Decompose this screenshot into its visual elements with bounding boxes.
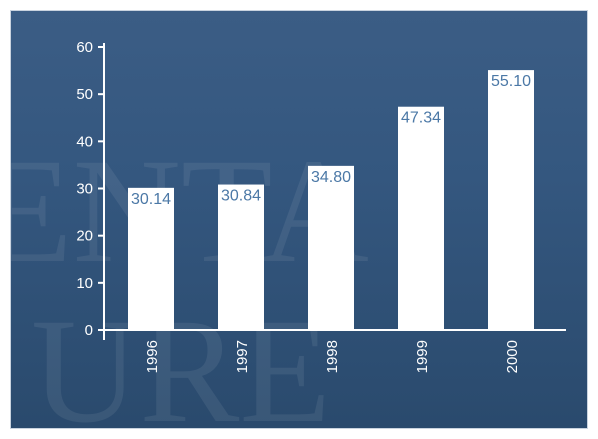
svg-text:URE: URE — [31, 288, 331, 429]
bar-1999 — [398, 106, 444, 330]
x-tick-label-1997: 1997 — [234, 340, 251, 373]
y-tick-label: 60 — [76, 39, 93, 56]
y-tick-label: 10 — [76, 275, 93, 292]
chart-frame: ENTA URE 0 10 20 30 40 50 60 30.14 30.84 34.80 47… — [10, 10, 588, 429]
bar-1998 — [308, 165, 354, 330]
y-tick-label: 50 — [76, 86, 93, 103]
y-tick-label: 40 — [76, 133, 93, 150]
bars: 30.14 30.84 34.80 47.34 55.10 — [128, 70, 534, 330]
data-label-2000: 55.10 — [491, 73, 531, 90]
x-axis-ticks: 1996 1997 1998 1999 2000 — [144, 340, 521, 373]
y-tick-label: 30 — [76, 181, 93, 198]
x-tick-label-1998: 1998 — [324, 340, 341, 373]
data-label-1999: 47.34 — [401, 110, 441, 127]
bar-2000 — [488, 70, 534, 330]
y-axis-ticks: 0 10 20 30 40 50 60 — [76, 39, 104, 339]
bar-1996 — [128, 187, 174, 330]
data-label-1997: 30.84 — [221, 188, 261, 205]
y-tick-label: 0 — [85, 322, 93, 339]
x-tick-label-2000: 2000 — [504, 340, 521, 373]
x-tick-label-1996: 1996 — [144, 340, 161, 373]
bar-1997 — [218, 184, 264, 330]
y-tick-label: 20 — [76, 228, 93, 245]
x-tick-label-1999: 1999 — [414, 340, 431, 373]
data-label-1998: 34.80 — [311, 169, 351, 186]
data-label-1996: 30.14 — [131, 191, 171, 208]
